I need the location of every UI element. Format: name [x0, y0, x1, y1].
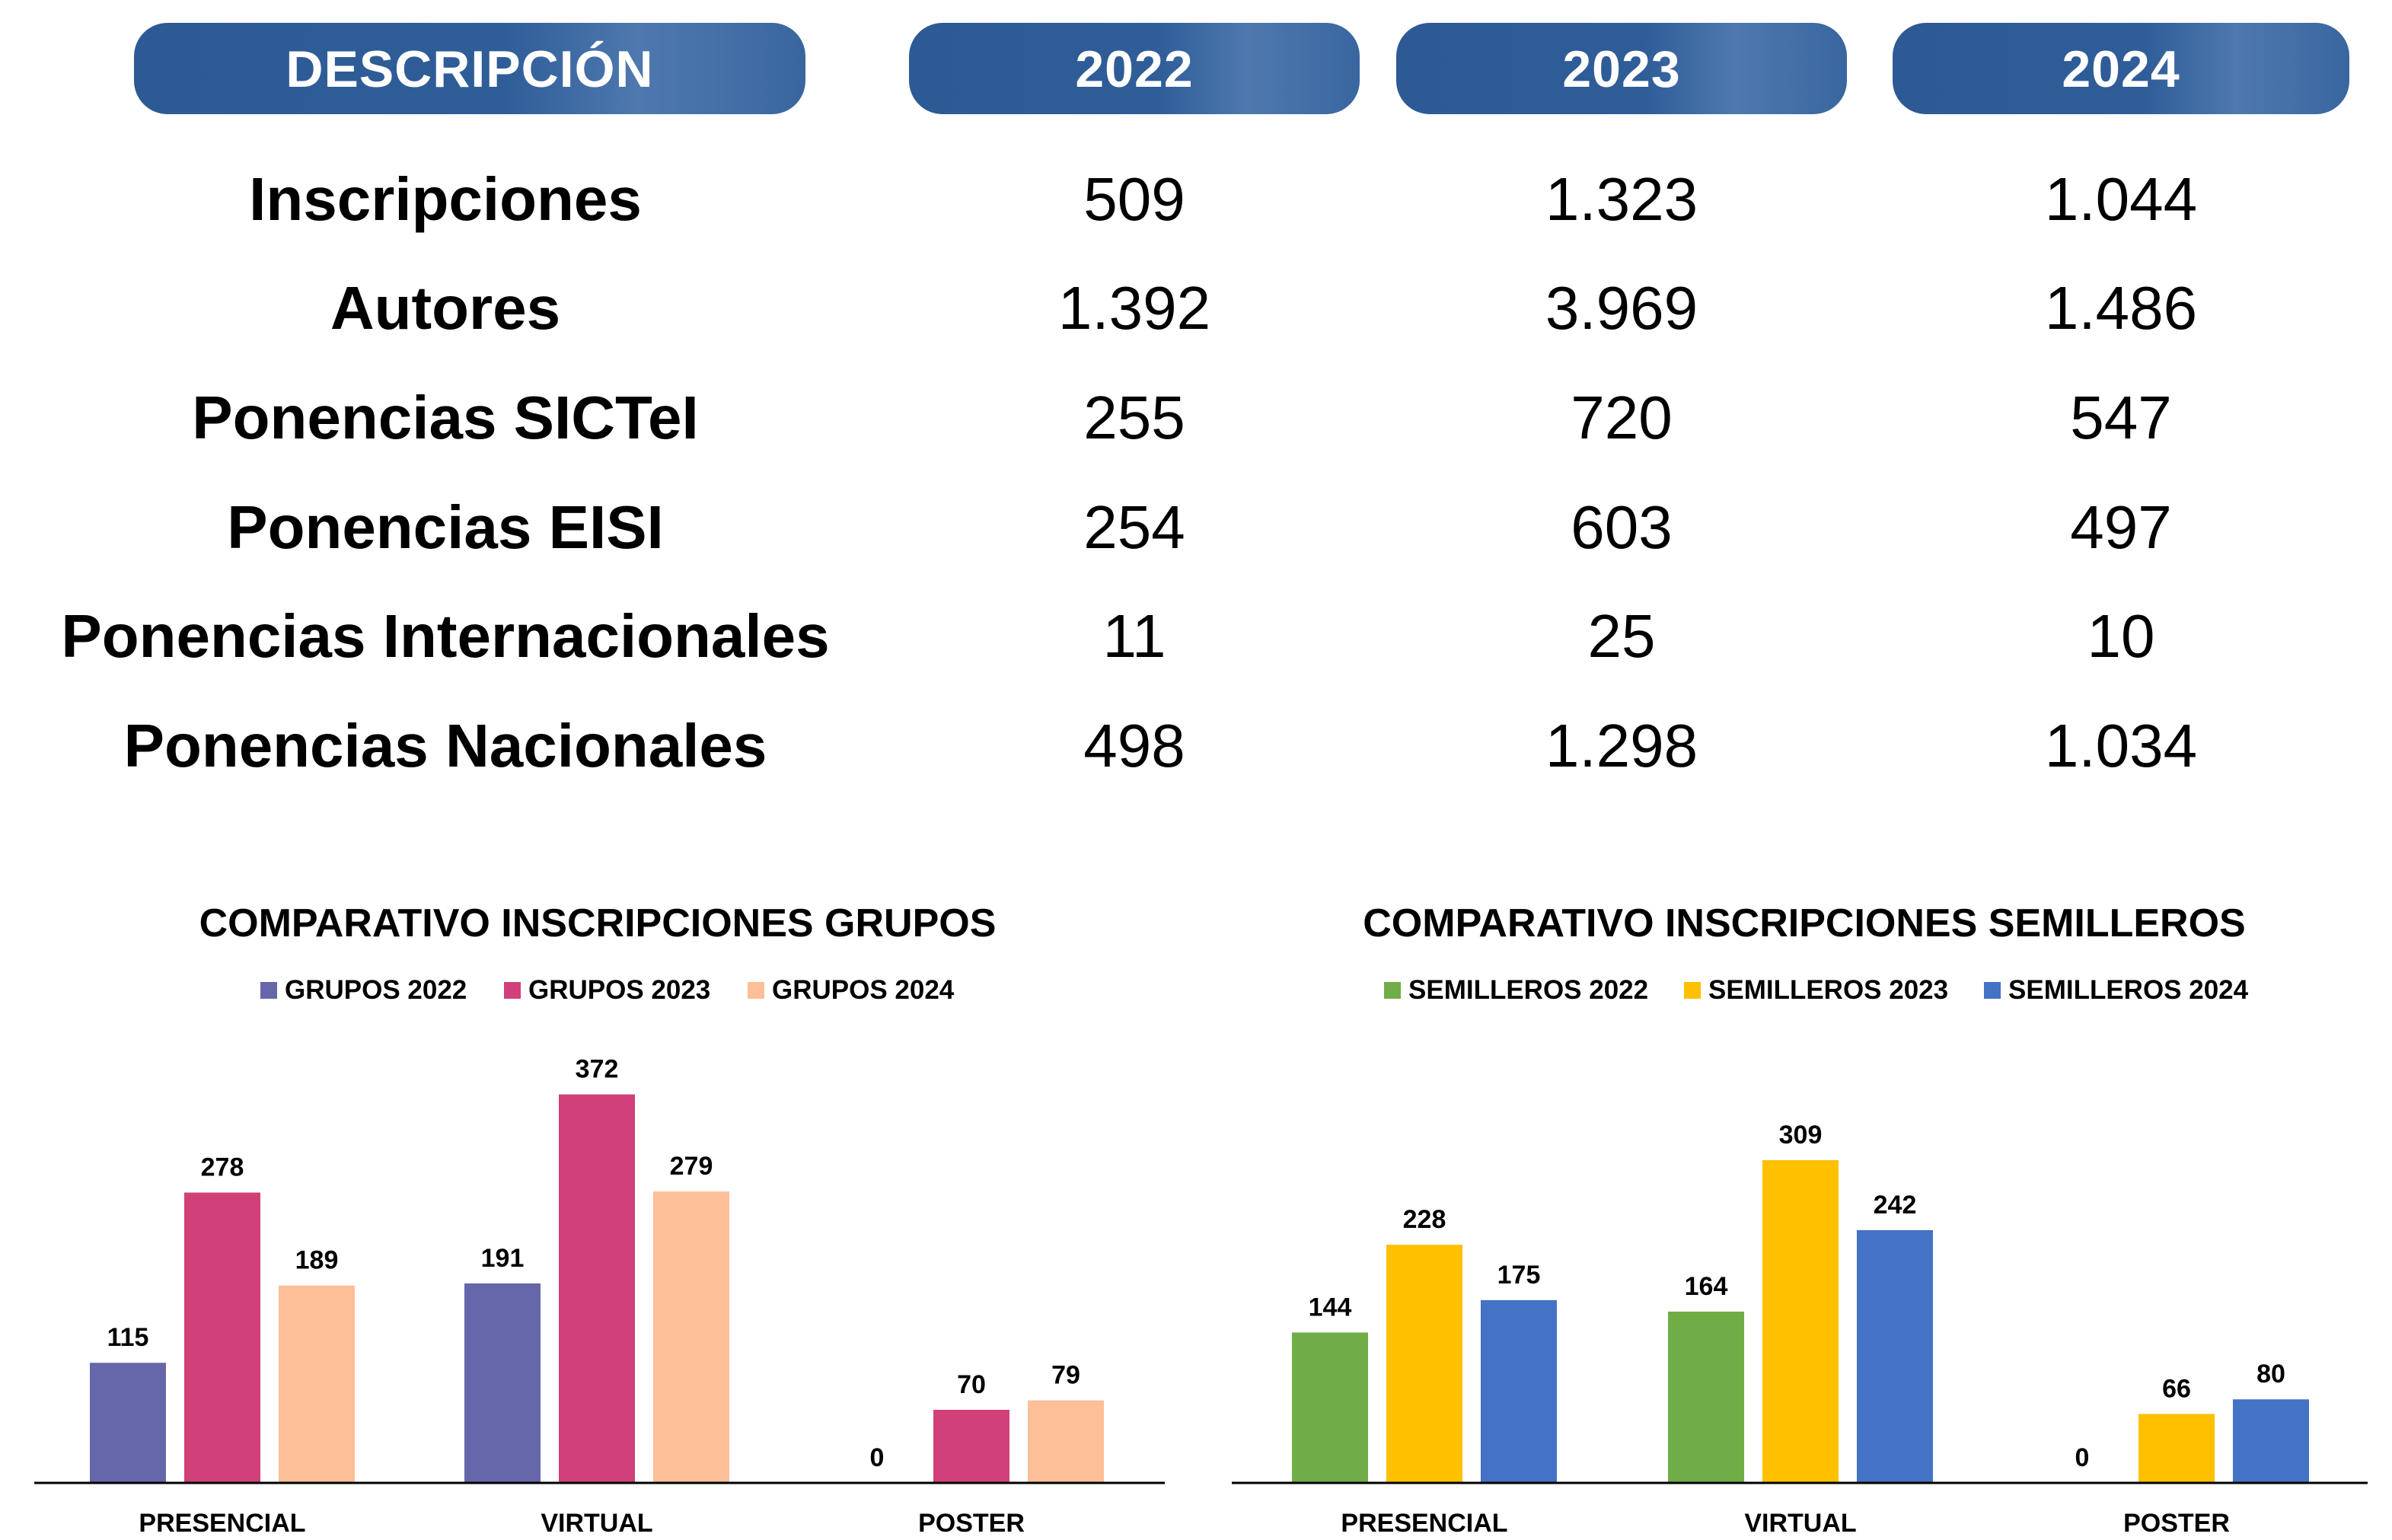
- data-label: 70: [957, 1370, 986, 1399]
- header-year-2023: 2023: [1396, 23, 1847, 114]
- cell-2024: 1.486: [2044, 274, 2198, 342]
- cell-2024: 10: [2087, 602, 2155, 670]
- chart-title: COMPARATIVO INSCRIPCIONES GRUPOS: [199, 901, 997, 945]
- cell-2022: 11: [1102, 602, 1166, 670]
- data-label: 80: [2256, 1360, 2285, 1389]
- row-label: Autores: [330, 274, 561, 342]
- bar: [1857, 1229, 1933, 1483]
- data-label: 189: [295, 1246, 339, 1275]
- row-label: Ponencias EISI: [227, 493, 664, 561]
- data-label: 79: [1051, 1361, 1080, 1390]
- category-label: POSTER: [2123, 1509, 2230, 1538]
- cell-2024: 1.034: [2044, 712, 2198, 780]
- bar: [2233, 1399, 2309, 1483]
- legend-swatch: [1984, 982, 2001, 999]
- bar: [184, 1192, 260, 1483]
- cell-2024: 1.044: [2044, 165, 2198, 233]
- row-label: Inscripciones: [249, 165, 642, 233]
- data-label: 115: [107, 1323, 149, 1352]
- cell-2022: 509: [1083, 165, 1185, 233]
- data-label: 191: [481, 1244, 525, 1273]
- bar: [2138, 1414, 2215, 1483]
- cell-2024: 497: [2070, 493, 2172, 561]
- category-label: VIRTUAL: [1744, 1509, 1856, 1538]
- category-label: VIRTUAL: [541, 1509, 652, 1538]
- cell-2022: 254: [1083, 493, 1185, 561]
- chart-2: COMPARATIVO INSCRIPCIONES SEMILLEROS SEMI…: [1232, 901, 2368, 1538]
- bar: [1668, 1311, 1744, 1483]
- legend-swatch: [260, 982, 277, 999]
- cell-2022: 255: [1083, 384, 1185, 451]
- cell-2023: 1.323: [1545, 165, 1698, 233]
- cell-2023: 3.969: [1545, 274, 1698, 342]
- bar: [1481, 1299, 1557, 1483]
- legend-label: GRUPOS 2023: [528, 975, 710, 1005]
- legend-label: SEMILLEROS 2023: [1708, 975, 1948, 1005]
- data-label: 164: [1685, 1272, 1728, 1301]
- bar: [1386, 1245, 1462, 1483]
- data-label: 279: [670, 1152, 713, 1181]
- bar: [1028, 1400, 1104, 1483]
- row-label: Ponencias SICTeI: [192, 384, 699, 451]
- data-label: 309: [1779, 1121, 1823, 1149]
- data-label: 66: [2162, 1374, 2191, 1403]
- legend-swatch: [1384, 982, 1401, 999]
- row-label: Ponencias Nacionales: [123, 712, 767, 780]
- legend-label: SEMILLEROS 2022: [1408, 975, 1648, 1005]
- chart-title: COMPARATIVO INSCRIPCIONES SEMILLEROS: [1363, 901, 2246, 945]
- legend-swatch: [504, 982, 521, 999]
- bar: [464, 1283, 541, 1483]
- row-label: Ponencias Internacionales: [61, 602, 830, 670]
- header-year-2022: 2022: [909, 23, 1360, 114]
- chart-1: COMPARATIVO INSCRIPCIONES GRUPOS GRUPOS 2…: [34, 901, 1165, 1538]
- cell-2023: 720: [1571, 384, 1673, 451]
- cell-2022: 1.392: [1057, 274, 1211, 342]
- category-label: POSTER: [918, 1509, 1025, 1538]
- data-label: 175: [1497, 1261, 1541, 1290]
- cell-2024: 547: [2070, 384, 2172, 451]
- category-label: PRESENCIAL: [1341, 1509, 1507, 1538]
- data-label: 372: [576, 1055, 619, 1084]
- bar: [933, 1409, 1009, 1483]
- bar: [1762, 1160, 1839, 1483]
- data-label: 144: [1309, 1293, 1352, 1322]
- legend-label: GRUPOS 2022: [285, 975, 467, 1005]
- legend-label: GRUPOS 2024: [772, 975, 955, 1005]
- bar: [279, 1285, 355, 1483]
- header-descripcion: DESCRIPCIÓN: [134, 23, 805, 114]
- legend-label: SEMILLEROS 2024: [2008, 975, 2249, 1005]
- category-label: PRESENCIAL: [139, 1509, 305, 1538]
- cell-2023: 1.298: [1545, 712, 1698, 780]
- legend-swatch: [748, 982, 764, 999]
- data-label: 228: [1403, 1205, 1446, 1234]
- data-label: 278: [201, 1153, 244, 1182]
- legend-swatch: [1684, 982, 1701, 999]
- data-label: 0: [2075, 1443, 2090, 1472]
- bar: [653, 1191, 729, 1483]
- cell-2023: 603: [1571, 493, 1673, 561]
- bar: [1292, 1332, 1368, 1483]
- bar: [90, 1363, 166, 1483]
- data-label: 242: [1874, 1191, 1917, 1220]
- cell-2022: 498: [1083, 712, 1185, 780]
- data-label: 0: [870, 1443, 885, 1472]
- header-year-2024: 2024: [1893, 23, 2349, 114]
- cell-2023: 25: [1587, 602, 1656, 670]
- bar: [559, 1094, 635, 1483]
